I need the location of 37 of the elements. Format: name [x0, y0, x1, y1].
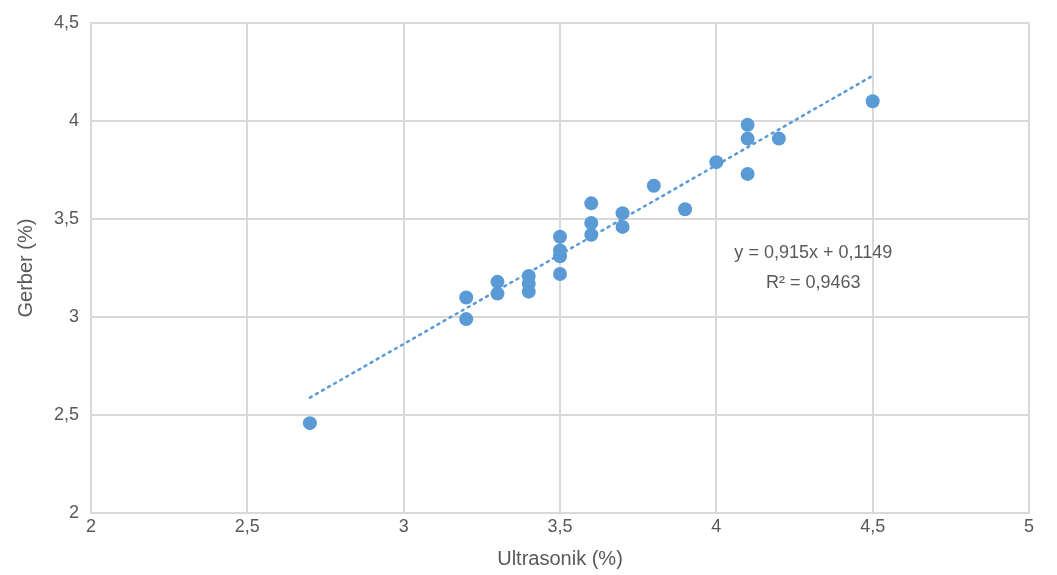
point — [584, 227, 599, 242]
point — [740, 131, 755, 146]
point — [584, 215, 599, 230]
x-axis-title: Ultrasonik (%) — [497, 546, 623, 569]
x-tick-label: 2 — [86, 516, 97, 537]
point — [302, 416, 317, 431]
point — [740, 166, 755, 181]
point — [646, 178, 661, 193]
y-tick-label: 3,5 — [53, 208, 80, 229]
y-tick-label: 2,5 — [53, 404, 80, 425]
y-tick-label: 2 — [69, 502, 80, 523]
annotation: R² = 0,9463 — [765, 272, 861, 293]
point — [490, 286, 505, 301]
y-tick-label: 4,5 — [53, 11, 80, 32]
point — [709, 155, 724, 170]
point — [615, 219, 630, 234]
point — [678, 202, 693, 217]
point — [459, 290, 474, 305]
point — [490, 274, 505, 289]
x-tick-label: 4 — [711, 516, 722, 537]
point — [584, 196, 599, 211]
point — [615, 206, 630, 221]
point — [740, 117, 755, 132]
point — [553, 229, 568, 244]
y-tick-label: 4 — [69, 109, 80, 130]
x-tick-label: 3,5 — [547, 516, 573, 537]
y-tick-label: 3 — [69, 306, 80, 327]
point — [459, 312, 474, 327]
x-tick-label: 3 — [398, 516, 409, 537]
x-tick-label: 2,5 — [234, 516, 260, 537]
annotation: y = 0,915x + 0,1149 — [734, 242, 893, 263]
point — [865, 94, 880, 109]
point — [553, 266, 568, 281]
x-tick-label: 4,5 — [860, 516, 886, 537]
x-tick-label: 5 — [1023, 516, 1035, 537]
point — [771, 131, 786, 146]
y-axis-title: Gerber (%) — [13, 218, 36, 318]
